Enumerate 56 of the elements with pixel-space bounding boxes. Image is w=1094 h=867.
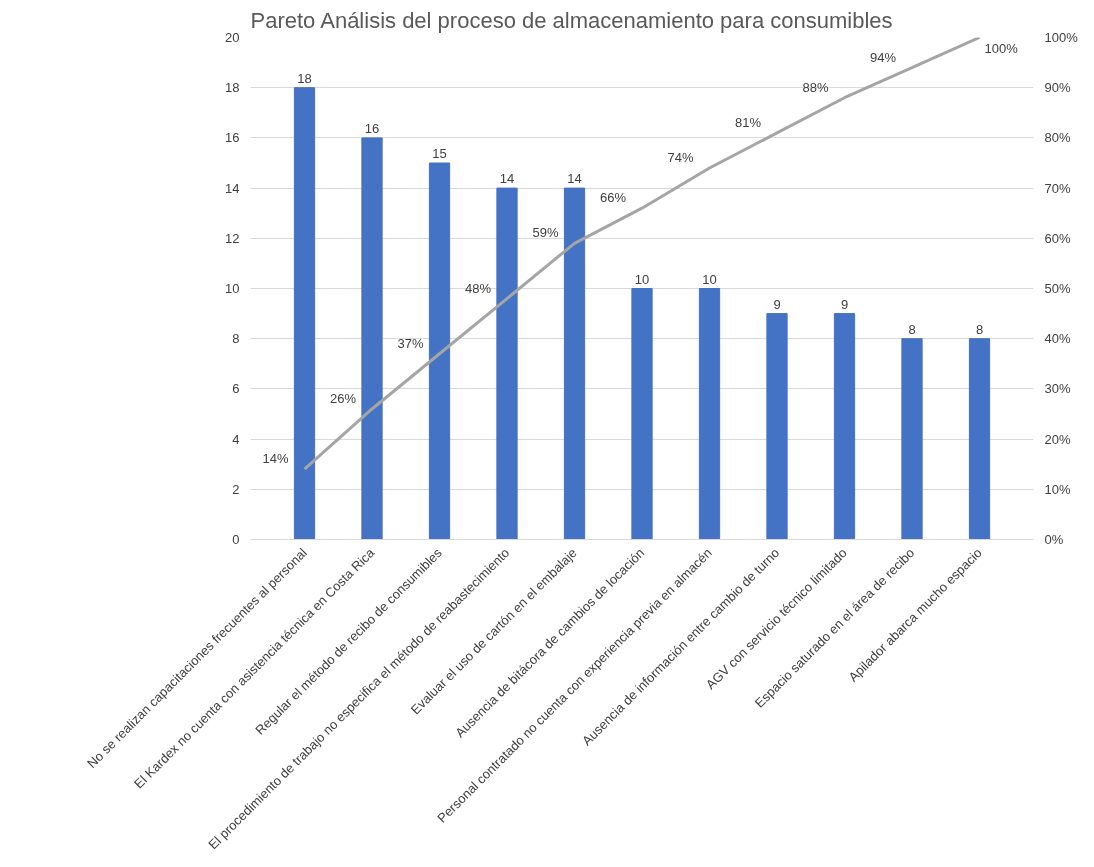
y-tick-label: 12 <box>225 230 240 246</box>
y2-tick-label: 20% <box>1044 431 1071 447</box>
y2-tick-label: 0% <box>1044 532 1064 547</box>
y-tick-label: 4 <box>232 431 240 447</box>
y2-tick-label: 80% <box>1044 130 1071 146</box>
bar <box>698 288 721 540</box>
data-label: 37% <box>397 335 424 351</box>
y2-tick-label: 70% <box>1044 180 1071 196</box>
data-label: 14 <box>499 171 515 187</box>
data-label: 9 <box>773 296 781 312</box>
chart-title: Pareto Análisis del proceso de almacenamiento para consumibles <box>250 7 893 33</box>
data-label: 9 <box>840 296 849 312</box>
y-tick-label: 16 <box>225 130 240 146</box>
y-tick-label: 0 <box>232 532 240 547</box>
data-label: 8 <box>975 321 984 337</box>
y2-tick-label: 10% <box>1044 481 1071 497</box>
data-label: 66% <box>599 190 627 206</box>
y-tick-label: 10 <box>225 281 240 296</box>
y2-tick-label: 90% <box>1044 80 1071 96</box>
data-label: 100% <box>984 40 1019 56</box>
bar <box>833 313 856 540</box>
y-tick-label: 18 <box>225 80 240 96</box>
data-label: 18 <box>297 70 312 86</box>
data-label: 48% <box>464 280 492 296</box>
y-tick-label: 8 <box>232 331 240 347</box>
data-label: 8 <box>908 321 916 337</box>
data-label: 15 <box>432 146 447 161</box>
bar <box>361 137 383 540</box>
data-label: 94% <box>869 49 897 65</box>
data-label: 14% <box>262 451 289 467</box>
bar <box>631 288 653 540</box>
bar <box>496 187 518 540</box>
data-label: 26% <box>329 390 357 406</box>
y2-tick-label: 30% <box>1044 381 1071 397</box>
data-label: 10 <box>634 271 650 287</box>
y2-tick-label: 50% <box>1044 281 1071 296</box>
y-tick-label: 2 <box>232 481 240 497</box>
y2-tick-label: 60% <box>1044 230 1071 246</box>
data-label: 16 <box>364 120 380 136</box>
data-label: 59% <box>532 225 559 241</box>
y-tick-label: 14 <box>225 180 240 196</box>
bar <box>901 338 923 540</box>
bar <box>766 313 788 540</box>
bar <box>428 162 451 540</box>
bar <box>563 187 586 540</box>
data-label: 74% <box>667 150 694 166</box>
y-tick-label: 6 <box>232 381 240 397</box>
y2-tick-label: 40% <box>1044 331 1071 347</box>
y-tick-label: 20 <box>225 30 240 45</box>
data-label: 81% <box>734 114 762 130</box>
data-label: 88% <box>802 79 829 95</box>
data-label: 14 <box>567 171 582 187</box>
data-label: 10 <box>702 271 717 287</box>
bar <box>968 338 991 540</box>
bar <box>293 87 316 540</box>
y2-tick-label: 100% <box>1044 30 1079 45</box>
